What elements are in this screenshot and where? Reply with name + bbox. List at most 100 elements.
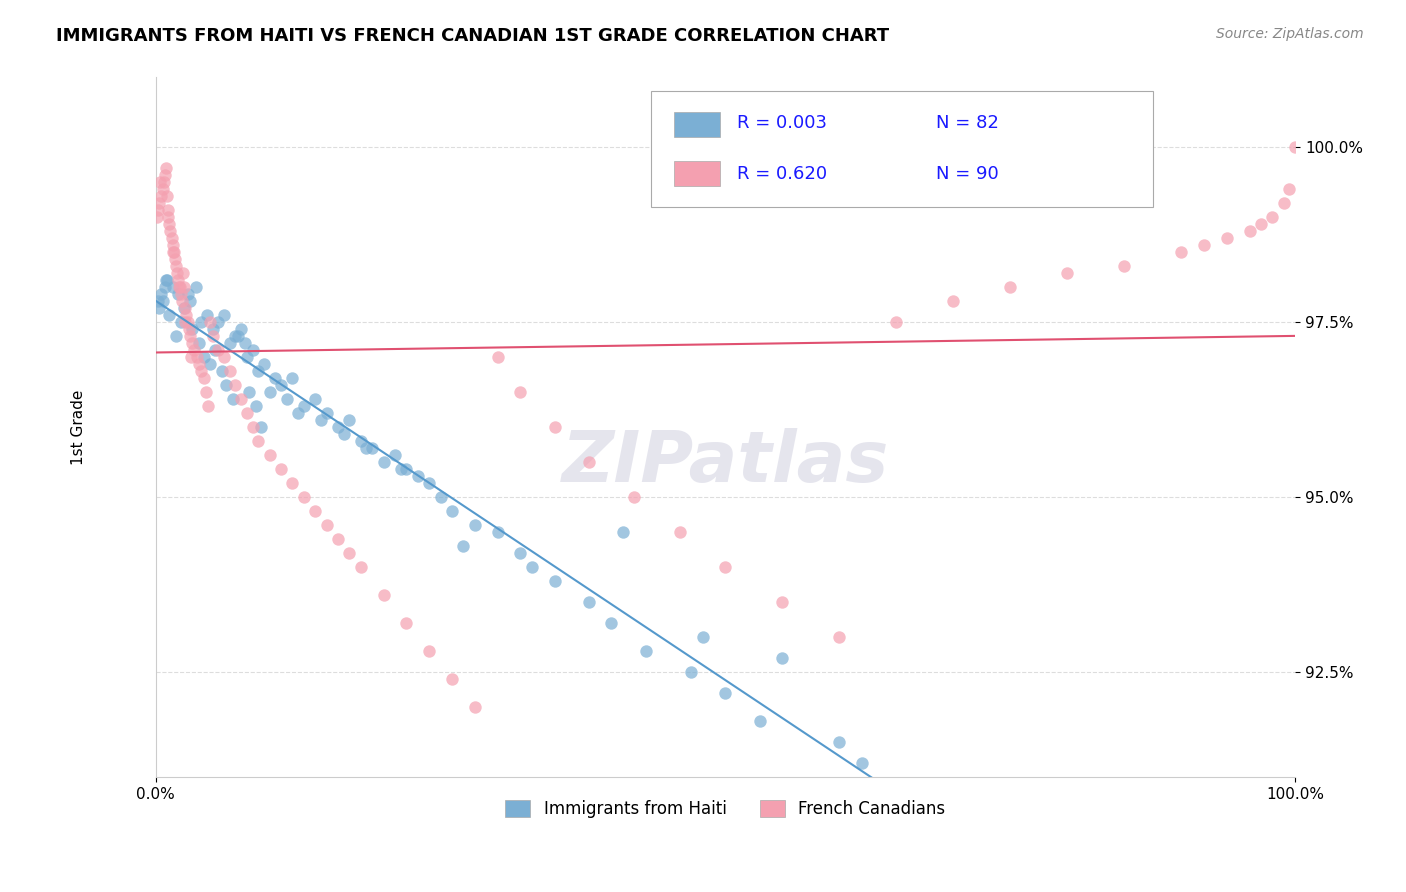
Point bbox=[146, 211, 169, 225]
Point bbox=[332, 427, 354, 442]
Point bbox=[170, 294, 193, 309]
Point bbox=[236, 350, 259, 364]
Point bbox=[270, 462, 292, 476]
Point bbox=[543, 574, 565, 588]
Point bbox=[681, 665, 703, 679]
Point bbox=[190, 315, 212, 329]
Point bbox=[1239, 224, 1261, 238]
Point bbox=[520, 560, 543, 574]
Point bbox=[509, 546, 531, 560]
Point bbox=[389, 462, 412, 476]
Point bbox=[152, 175, 174, 189]
Point bbox=[165, 260, 187, 274]
Point bbox=[176, 308, 198, 322]
Point bbox=[165, 329, 187, 343]
Point bbox=[176, 287, 198, 301]
Point bbox=[146, 294, 169, 309]
Point bbox=[179, 329, 201, 343]
Point bbox=[148, 196, 170, 211]
Point bbox=[292, 399, 315, 413]
Point bbox=[1216, 231, 1239, 245]
Point bbox=[211, 364, 233, 378]
Point bbox=[242, 343, 264, 358]
Point bbox=[714, 560, 737, 574]
Point bbox=[236, 406, 259, 420]
Point bbox=[173, 301, 195, 316]
Point bbox=[339, 546, 361, 560]
Point bbox=[247, 364, 270, 378]
Point bbox=[326, 532, 349, 546]
Point bbox=[146, 203, 169, 218]
Point bbox=[1114, 260, 1136, 274]
Point bbox=[231, 322, 253, 336]
Point bbox=[173, 315, 195, 329]
Point bbox=[163, 245, 186, 260]
Text: Source: ZipAtlas.com: Source: ZipAtlas.com bbox=[1216, 27, 1364, 41]
Point bbox=[195, 308, 218, 322]
Point bbox=[315, 406, 337, 420]
Point bbox=[1278, 182, 1301, 196]
Point bbox=[201, 329, 224, 343]
Point bbox=[156, 211, 179, 225]
Point bbox=[1261, 211, 1284, 225]
Point bbox=[1056, 266, 1078, 280]
Point bbox=[157, 308, 180, 322]
Point bbox=[157, 217, 180, 231]
Point bbox=[184, 280, 207, 294]
Point bbox=[1284, 140, 1306, 154]
Point bbox=[373, 455, 395, 469]
Point bbox=[194, 385, 217, 400]
Point bbox=[167, 287, 190, 301]
Point bbox=[356, 441, 378, 455]
Point bbox=[851, 756, 873, 770]
Point bbox=[152, 294, 174, 309]
Point bbox=[384, 448, 406, 462]
Point bbox=[373, 588, 395, 602]
Point bbox=[509, 385, 531, 400]
Point bbox=[152, 182, 174, 196]
Point bbox=[156, 189, 179, 203]
Point bbox=[169, 280, 191, 294]
Point bbox=[157, 203, 180, 218]
Point bbox=[339, 413, 361, 427]
Point bbox=[149, 175, 172, 189]
Point bbox=[309, 413, 332, 427]
Bar bbox=[673, 112, 720, 136]
Point bbox=[634, 644, 657, 658]
Point bbox=[226, 329, 249, 343]
Point bbox=[153, 280, 176, 294]
Point bbox=[179, 294, 201, 309]
Point bbox=[159, 224, 181, 238]
Point bbox=[183, 343, 205, 358]
Text: ZIPatlas: ZIPatlas bbox=[562, 427, 889, 497]
Point bbox=[193, 371, 215, 385]
Point bbox=[440, 672, 463, 686]
Point bbox=[218, 336, 240, 351]
Point bbox=[453, 539, 475, 553]
Point bbox=[304, 392, 326, 407]
Point bbox=[150, 287, 173, 301]
Point bbox=[167, 273, 190, 287]
Point bbox=[176, 315, 198, 329]
Point bbox=[669, 524, 692, 539]
Point bbox=[292, 490, 315, 504]
Point bbox=[238, 385, 260, 400]
Point bbox=[612, 524, 634, 539]
Point bbox=[188, 336, 211, 351]
Point bbox=[315, 518, 337, 533]
Point bbox=[264, 371, 287, 385]
Point bbox=[212, 350, 235, 364]
Point bbox=[155, 161, 177, 176]
Point bbox=[440, 504, 463, 518]
FancyBboxPatch shape bbox=[651, 91, 1153, 207]
Y-axis label: 1st Grade: 1st Grade bbox=[72, 390, 86, 465]
Point bbox=[231, 392, 253, 407]
Point bbox=[543, 420, 565, 434]
Point bbox=[828, 630, 851, 644]
Point bbox=[162, 238, 184, 252]
Point bbox=[193, 350, 215, 364]
Point bbox=[350, 434, 373, 449]
Point bbox=[429, 490, 451, 504]
Point bbox=[174, 301, 197, 316]
Point bbox=[692, 630, 714, 644]
